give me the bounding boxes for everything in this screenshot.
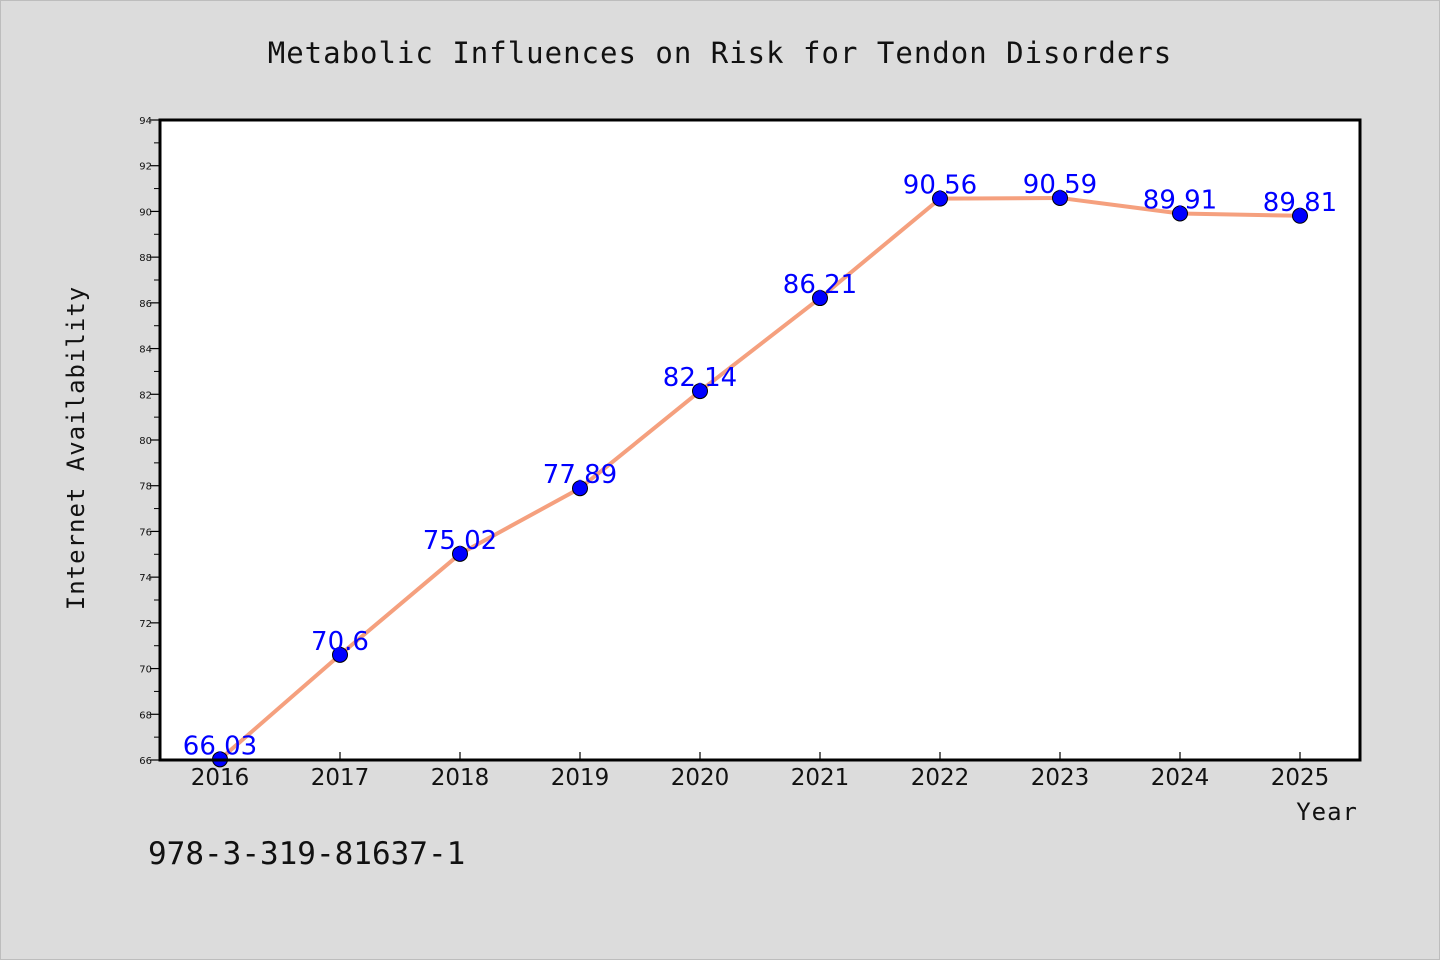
data-label: 89.81 (1263, 188, 1337, 218)
data-point (1172, 205, 1188, 222)
x-tick-label: 2018 (431, 765, 490, 791)
data-point (1292, 207, 1308, 224)
y-axis-label: Internet Availability (62, 286, 90, 610)
x-tick-label: 2019 (551, 765, 610, 791)
series-line (218, 195, 1301, 761)
y-tick-label: 82 (139, 390, 152, 401)
data-label: 66.03 (183, 731, 257, 761)
data-point (1052, 189, 1068, 206)
y-tick-label: 94 (139, 116, 152, 127)
data-label: 70.6 (311, 627, 369, 657)
y-tick-label: 68 (139, 710, 152, 721)
data-label: 89.91 (1143, 185, 1217, 215)
data-label: 90.56 (903, 171, 977, 201)
isbn-text: 978-3-319-81637-1 (148, 836, 465, 872)
data-point (452, 545, 468, 562)
y-tick-label: 88 (139, 253, 152, 264)
plot-area (160, 120, 1360, 760)
y-tick-label: 92 (139, 162, 152, 173)
x-tick-label: 2017 (311, 765, 370, 791)
x-tick-label: 2023 (1031, 765, 1090, 791)
x-axis-label: Year (1296, 798, 1358, 826)
y-tick-label: 80 (139, 436, 152, 447)
data-label: 86.21 (783, 270, 857, 300)
x-tick-label: 2021 (791, 765, 850, 791)
y-tick-label: 70 (139, 665, 152, 676)
data-point (572, 480, 588, 497)
data-point (332, 646, 348, 663)
x-tick-label: 2016 (191, 765, 250, 791)
data-label: 90.59 (1023, 170, 1097, 200)
y-tick-label: 84 (139, 345, 152, 356)
x-axis: 2016 2017 2018 2019 2020 2021 2022 2023 2024 2025 (191, 752, 1330, 791)
y-tick-label: 74 (139, 573, 152, 584)
data-point (932, 190, 948, 207)
data-labels: 66.03 70.6 75.02 77.89 82.14 86.21 90.56 90.59 8… (183, 170, 1337, 761)
y-axis: 66 68 70 72 74 76 78 80 82 84 86 88 90 92 94 (139, 116, 160, 767)
x-tick-label: 2025 (1271, 765, 1330, 791)
data-point (692, 383, 708, 400)
data-label: 75.02 (423, 526, 497, 556)
y-tick-label: 76 (139, 527, 152, 538)
plot-border (158, 118, 1362, 762)
x-tick-label: 2022 (911, 765, 970, 791)
data-point (812, 290, 828, 307)
data-label: 82.14 (663, 363, 737, 393)
chart-title: Metabolic Influences on Risk for Tendon … (268, 36, 1173, 70)
data-label: 77.89 (543, 460, 617, 490)
y-tick-label: 66 (139, 756, 152, 767)
x-tick-label: 2024 (1151, 765, 1210, 791)
y-tick-label: 86 (139, 299, 152, 310)
y-tick-label: 78 (139, 482, 152, 493)
x-tick-label: 2020 (671, 765, 730, 791)
y-tick-label: 72 (139, 619, 152, 630)
y-tick-label: 90 (139, 207, 152, 218)
